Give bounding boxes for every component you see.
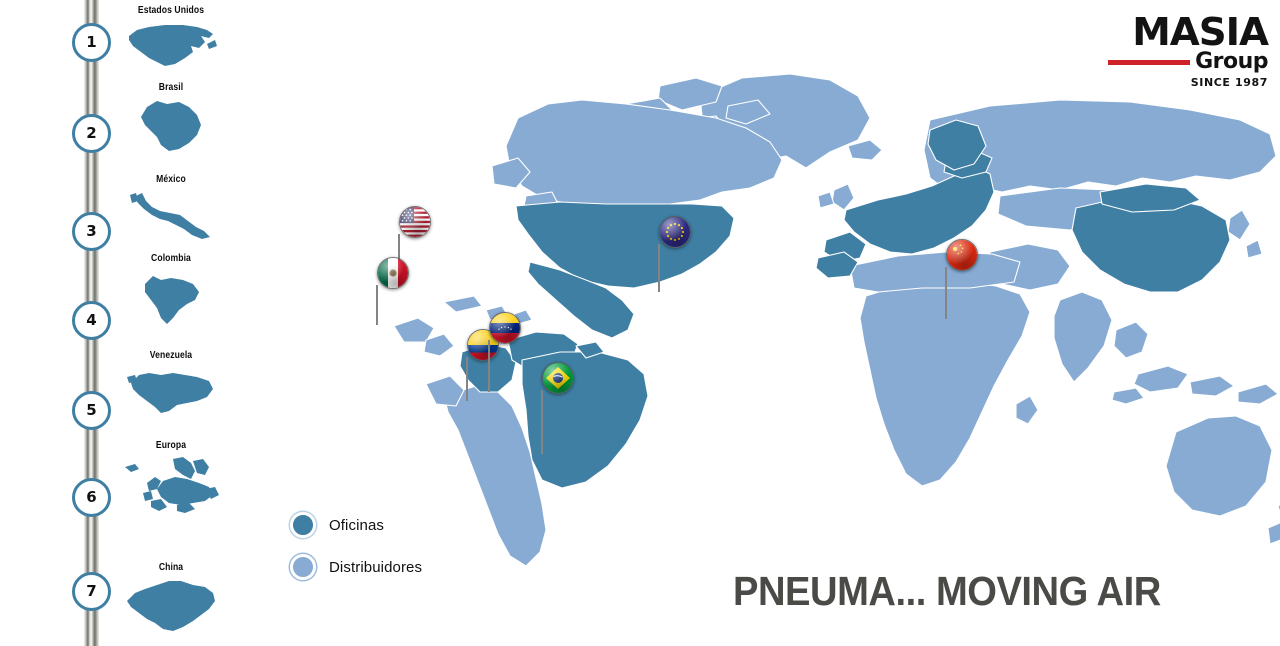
europe-silhouette <box>112 453 230 515</box>
legend-label-oficinas: Oficinas <box>329 516 384 534</box>
legend-swatch-distributor <box>290 554 316 580</box>
pin-stem <box>488 340 490 392</box>
pin-stem <box>658 244 660 292</box>
china-flag-icon <box>946 239 978 271</box>
venezuela-flag-icon <box>489 312 521 344</box>
china-silhouette <box>112 575 230 637</box>
sidebar-item-europa[interactable]: Europa <box>112 440 230 515</box>
legend-label-distribuidores: Distribuidores <box>329 558 423 576</box>
map-legend: Oficinas Distribuidores <box>290 508 422 592</box>
venezuela-silhouette <box>112 363 230 425</box>
sidebar-item-label: Venezuela <box>149 350 193 361</box>
us-flag-icon <box>399 206 431 238</box>
map-landmasses-distributor <box>393 73 1280 567</box>
logo-brand-text: MASIA <box>1132 10 1269 54</box>
logo-red-bar <box>1108 59 1191 65</box>
usa-silhouette <box>112 18 230 80</box>
pin-stem <box>541 390 543 454</box>
timeline-node-4[interactable]: 4 <box>72 301 111 340</box>
sidebar-item-label: Brasil <box>158 82 184 93</box>
legend-swatch-office <box>290 512 316 538</box>
sidebar-item-estados-unidos[interactable]: Estados Unidos <box>112 5 230 80</box>
timeline-node-3[interactable]: 3 <box>72 212 111 251</box>
sidebar-item-label: Europa <box>155 440 187 451</box>
legend-item-oficinas: Oficinas <box>290 508 422 542</box>
sidebar-item-mexico[interactable]: México <box>112 174 230 249</box>
pin-stem <box>398 234 400 276</box>
brazil-silhouette <box>112 95 230 157</box>
eu-flag-icon <box>659 216 691 248</box>
sidebar-item-label: China <box>158 562 184 573</box>
sidebar-item-label: México <box>156 174 186 185</box>
sidebar-item-label: Estados Unidos <box>137 5 205 16</box>
sidebar-item-colombia[interactable]: Colombia <box>112 253 230 328</box>
sidebar-item-label: Colombia <box>151 253 191 264</box>
country-timeline-sidebar: 1 Estados Unidos 2 Brasil 3 México <box>0 0 230 646</box>
timeline-node-1[interactable]: 1 <box>72 23 111 62</box>
sidebar-item-brasil[interactable]: Brasil <box>112 82 230 157</box>
world-map <box>230 0 1280 640</box>
timeline-node-5[interactable]: 5 <box>72 391 111 430</box>
sidebar-item-china[interactable]: China <box>112 562 230 637</box>
mexico-silhouette <box>112 187 230 249</box>
brazil-flag-icon <box>542 362 574 394</box>
pin-stem <box>945 267 947 319</box>
timeline-node-6[interactable]: 6 <box>72 478 111 517</box>
pin-stem <box>376 285 378 325</box>
logo-sub-text: Group <box>1195 49 1268 75</box>
timeline-node-7[interactable]: 7 <box>72 572 111 611</box>
mexico-flag-icon <box>377 257 409 289</box>
tagline: PNEUMA... MOVING AIR <box>733 568 1161 614</box>
colombia-silhouette <box>112 266 230 328</box>
logo-since-text: SINCE 1987 <box>1190 76 1268 90</box>
masia-group-logo: MASIA Group SINCE 1987 <box>1108 10 1269 90</box>
legend-item-distribuidores: Distribuidores <box>290 550 422 584</box>
pin-stem <box>466 357 468 401</box>
timeline-node-2[interactable]: 2 <box>72 114 111 153</box>
sidebar-item-venezuela[interactable]: Venezuela <box>112 350 230 425</box>
